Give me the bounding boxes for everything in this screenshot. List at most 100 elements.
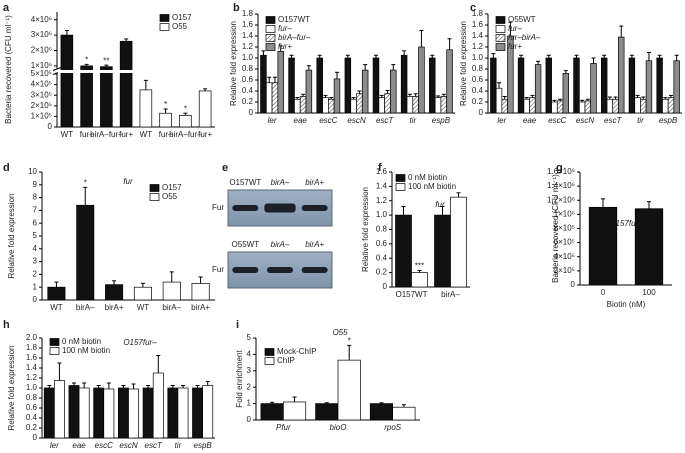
legend-label: O157WT — [278, 15, 310, 24]
y-tick-label: 1.6 — [376, 167, 388, 176]
bar — [523, 98, 530, 114]
bar — [628, 57, 636, 114]
bar — [640, 98, 647, 114]
bar — [191, 283, 210, 301]
bar — [384, 93, 391, 114]
bar — [450, 196, 467, 288]
y-tick-label: 1.4 — [376, 181, 388, 190]
y-tick-label: 1.0 — [472, 53, 484, 62]
bar — [588, 206, 618, 286]
y-tick-label: 1.8 — [472, 9, 484, 18]
y-tick-label: 0.2 — [26, 423, 38, 432]
y-tick-label: 1.4×10⁶ — [547, 181, 575, 190]
bar — [299, 96, 307, 114]
y-tick-label: 1.4 — [242, 31, 254, 40]
bar — [76, 204, 95, 301]
lane-label: birA+ — [305, 178, 324, 187]
bar — [133, 286, 152, 301]
bar — [517, 57, 525, 114]
bar — [356, 93, 363, 114]
y-tick-label: 4 — [247, 350, 252, 359]
legend-swatch — [265, 16, 276, 24]
bar — [192, 387, 203, 439]
x-tick-label: tir — [409, 116, 416, 125]
legend-swatch — [159, 14, 170, 22]
y-tick-label: 3 — [33, 257, 38, 266]
bar — [562, 73, 569, 114]
y-tick-label: 0.4 — [26, 413, 38, 422]
y-tick-label: 1.6 — [26, 353, 38, 362]
bar — [152, 372, 164, 439]
legend-swatch — [395, 183, 406, 191]
y-tick-label: 0 — [383, 282, 388, 291]
y-tick-label: 0.2 — [376, 268, 388, 277]
y-tick-label: 0.6 — [472, 75, 484, 84]
bar — [100, 66, 113, 128]
y-tick-label: 0.6 — [242, 75, 254, 84]
y-tick-label: 0.2 — [472, 97, 484, 106]
legend-swatch — [265, 34, 276, 42]
y-tick-label: 1×10⁵ — [31, 112, 52, 121]
y-tick-label: 3×10⁶ — [31, 30, 52, 39]
legend-swatch — [395, 174, 406, 182]
y-tick-label: 1.0 — [26, 383, 38, 392]
legend-swatch — [149, 193, 160, 201]
x-tick-label: espB — [194, 441, 213, 450]
bar — [411, 272, 428, 288]
y-axis-label: Relative fold expression — [7, 346, 16, 431]
chart-title: O157fur– — [609, 219, 643, 228]
bar — [573, 57, 580, 114]
bar — [294, 98, 301, 114]
bar — [545, 57, 552, 114]
legend-swatch — [265, 25, 276, 33]
bar — [369, 403, 394, 421]
bar — [159, 112, 172, 128]
x-tick-label: escC — [548, 116, 566, 125]
y-axis-label: Relative fold expression — [459, 21, 468, 106]
blot-band — [232, 205, 259, 211]
y-tick-label: 0 — [249, 108, 254, 117]
chart-title: O157fur– — [123, 338, 157, 347]
bar — [60, 34, 74, 128]
legend-label: ChIP — [277, 356, 295, 365]
x-tick-label: WT — [137, 303, 150, 312]
significance: * — [164, 100, 167, 109]
lane-label: birA– — [271, 240, 290, 249]
bar — [673, 60, 680, 114]
y-tick-label: 1×10⁶ — [31, 61, 52, 70]
y-tick-label: 0 — [247, 415, 252, 424]
y-tick-label: 1.2 — [26, 373, 38, 382]
legend-label: fur+ — [278, 42, 292, 51]
significance: * — [184, 104, 187, 113]
bar — [612, 98, 619, 114]
panel-label: c — [470, 2, 476, 14]
legend-label: 100 nM biotin — [62, 346, 110, 355]
x-tick-label: ler — [268, 116, 277, 125]
y-tick-label: 2 — [33, 270, 38, 279]
y-tick-label: 2 — [247, 382, 252, 391]
bar — [105, 284, 124, 301]
y-tick-label: 0.2 — [242, 97, 254, 106]
x-tick-label: birA+ — [191, 303, 210, 312]
legend-label: fur–birA– — [508, 33, 541, 42]
y-tick-label: 3 — [247, 366, 252, 375]
bar — [277, 51, 284, 114]
legend-label: Mock-ChIP — [277, 347, 317, 356]
y-axis-label: Bacteria recovered (CFU ml⁻¹) — [551, 174, 560, 283]
bar — [179, 114, 192, 128]
legend-label: 0 nM biotin — [408, 173, 447, 182]
x-axis-label: Biotin (nM) — [607, 300, 646, 309]
bar — [495, 87, 503, 114]
chart-title: fur — [435, 200, 445, 209]
significance: * — [348, 336, 351, 345]
bar — [282, 401, 307, 421]
x-tick-label: WT — [140, 130, 153, 139]
x-tick-label: espB — [432, 116, 451, 125]
bar — [103, 388, 115, 439]
bar — [645, 60, 653, 114]
lane-label: birA– — [271, 178, 290, 187]
bar — [429, 57, 436, 114]
axis-break — [53, 69, 61, 74]
legend-swatch — [149, 184, 160, 192]
